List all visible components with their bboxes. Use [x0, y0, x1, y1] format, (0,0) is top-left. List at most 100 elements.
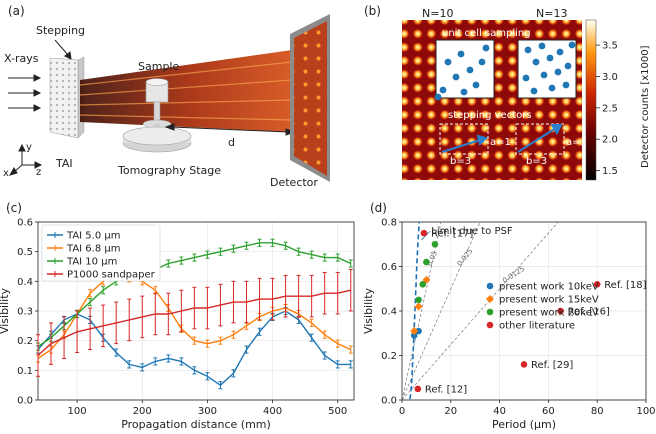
legend-label: other literature	[499, 321, 575, 332]
colorbar	[585, 19, 597, 181]
colorbar-label: Detector counts [x1000]	[640, 45, 651, 168]
data-point	[557, 307, 564, 315]
slope-guide	[402, 222, 559, 400]
sampling-points-n10	[434, 44, 490, 101]
x-tick-label: 60	[542, 406, 555, 417]
y-axis-label: Visibility	[362, 287, 375, 334]
plot-frame	[401, 221, 647, 401]
axis-x-label: x	[3, 168, 9, 179]
legend-label: present work 20keV	[499, 308, 599, 319]
x-tick-label: 80	[591, 406, 604, 417]
x-axis-label: Period (μm)	[492, 418, 556, 431]
legend-label: TAI 5.0 μm	[66, 231, 121, 242]
y-tick-label: 0.2	[381, 351, 397, 362]
y-tick-label: 0.6	[381, 262, 397, 273]
sampling-points-n13	[522, 41, 576, 95]
legend-label: TAI 10 μm	[66, 257, 117, 268]
colorbar-ticks: 1.5 2.0 2.5 3.0 3.5	[596, 41, 618, 177]
a2-label: a=2	[566, 137, 587, 148]
data-point	[414, 385, 422, 393]
x-tick-label: 20	[444, 406, 457, 417]
data-point	[431, 240, 439, 248]
y-tick-label: 0.4	[381, 307, 397, 318]
colorbar-tick-label: 1.5	[602, 166, 618, 177]
x-tick-label: 400	[263, 406, 282, 417]
panel-a-label: (a)	[8, 4, 25, 18]
tomo-stage-label: Tomography Stage	[117, 164, 221, 177]
data-point	[520, 361, 528, 368]
x-axis-label: Propagation distance (mm)	[121, 418, 271, 431]
y-tick-label: 0.2	[17, 336, 33, 347]
beam-band	[80, 50, 292, 132]
panel-label: (c)	[6, 201, 22, 215]
stepping-arrow	[54, 39, 72, 60]
x-tick-label: 200	[133, 406, 152, 417]
psf-limit-curve	[409, 222, 421, 400]
data-point	[410, 332, 418, 339]
plot-frame	[37, 221, 355, 401]
y-tick-label: 0.3	[17, 307, 33, 318]
stepping-vectors-label: stepping vectors	[448, 110, 532, 121]
data-point	[423, 258, 430, 266]
legend-label: TAI 6.8 μm	[66, 244, 121, 255]
y-tick-label: 0.4	[17, 277, 33, 288]
legend: present work 10keV present work 15keV pres…	[486, 282, 599, 332]
x-tick-label: 0	[399, 406, 405, 417]
data-point	[410, 327, 419, 336]
axis-y-label: y	[26, 142, 32, 153]
tai-grating	[49, 57, 79, 139]
colorbar-tick-label: 3.5	[602, 41, 618, 52]
legend-marker	[486, 321, 494, 329]
psf-label: Limit due to PSF	[431, 226, 513, 237]
legend-box	[41, 224, 161, 282]
y-tick-label: 0.8	[381, 218, 397, 229]
legend: TAI 5.0 μm TAI 6.8 μm TAI 10 μm P1000 sandp…	[41, 224, 161, 282]
data-point	[415, 327, 422, 335]
legend-marker	[486, 295, 494, 303]
n13-label: N=13	[536, 7, 567, 20]
stepping-label: Stepping	[36, 24, 85, 37]
panel-a-setup: (a) X-rays Stepping TAI Sample Tomograph…	[3, 4, 330, 189]
data-point	[420, 229, 428, 237]
ref-label: Ref. [29]	[531, 360, 573, 371]
unit-cell-label: unit cell sampling	[442, 28, 531, 39]
legend-label: present work 10keV	[499, 282, 599, 293]
legend-marker	[486, 308, 494, 316]
axes-indicator	[8, 143, 43, 176]
x-tick-label: 100	[636, 406, 655, 417]
data-point	[414, 302, 423, 311]
stepping-box-2	[515, 123, 565, 155]
ref-label: Ref. [18]	[604, 280, 646, 291]
x-tick-label: 100	[68, 406, 87, 417]
panel-c-visibility-chart: (c) 100 200 300 400 500 0.0 0.1 0.2 0.3 0.4 0.5 0.6 P…	[0, 201, 355, 431]
b3b-label: b=3	[526, 156, 547, 167]
y-tick-label: 0.1	[17, 366, 33, 377]
detector-screen	[294, 21, 327, 176]
xray-arrows	[8, 74, 42, 112]
panel-d-period-chart: (d) 0 20 40 60 80 100 0.0 0.2 0.4 0.6 0.8 Period (μm…	[362, 201, 656, 431]
panel-b-label: (b)	[364, 4, 381, 18]
stepping-box-1	[439, 123, 489, 155]
ref-label: Ref. [16]	[568, 307, 610, 318]
legend-label: present work 15keV	[499, 295, 599, 306]
colorbar-tick-label: 2.5	[602, 103, 618, 114]
slope-label: 0.025	[456, 247, 475, 268]
y-tick-label: 0.5	[17, 247, 33, 258]
colorbar-tick-label: 3.0	[602, 72, 618, 83]
panel-b-detector-image: (b) N=10 N=13 unit cell sampling steppin…	[364, 4, 651, 181]
tai-label: TAI	[55, 157, 73, 170]
ref-label: Ref. [17]	[431, 229, 473, 240]
slope-guide	[402, 222, 481, 400]
sample-label: Sample	[138, 60, 179, 73]
ref-label: Ref. [12]	[425, 384, 467, 395]
legend-label: P1000 sandpaper	[67, 270, 156, 281]
data-point	[593, 281, 601, 288]
y-tick-label: 0.0	[381, 396, 397, 407]
legend-marker	[486, 282, 494, 290]
colorbar-tick-label: 2.0	[602, 135, 618, 146]
x-tick-label: 300	[198, 406, 217, 417]
data-point	[419, 281, 427, 288]
data-point	[415, 296, 422, 304]
axis-z-label: z	[36, 167, 41, 178]
detector-label: Detector	[270, 176, 318, 189]
